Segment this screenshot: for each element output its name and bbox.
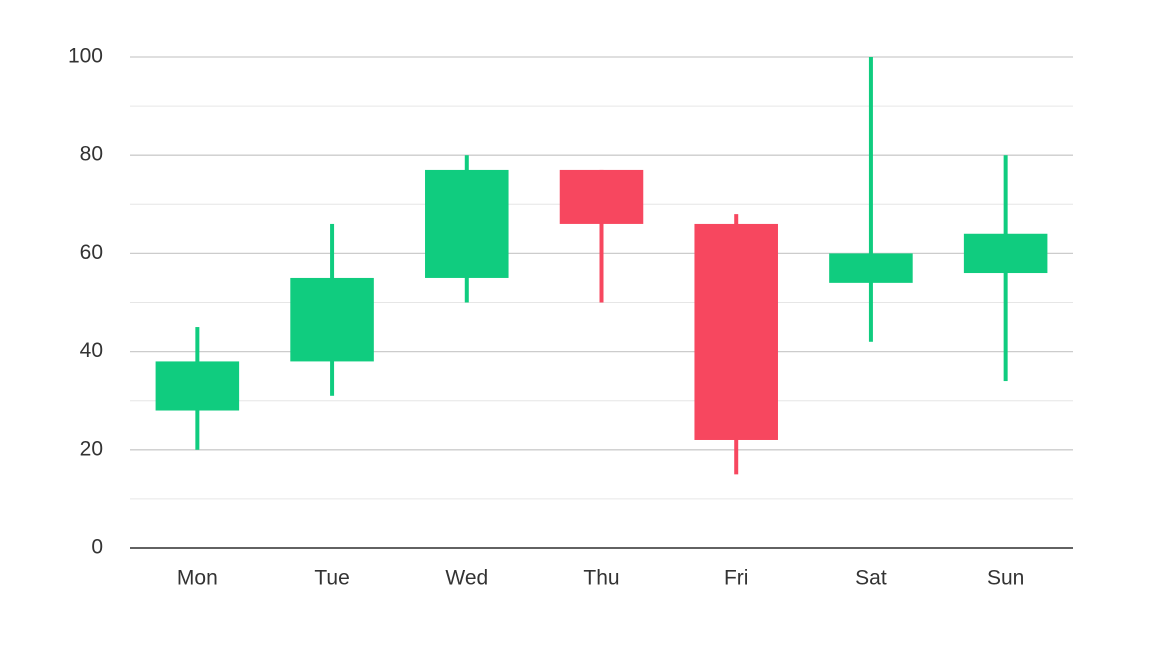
y-tick-label: 40 [80, 339, 103, 362]
y-tick-label: 100 [68, 45, 103, 68]
candle-body [425, 169, 509, 278]
x-tick-label: Wed [445, 567, 488, 590]
wick [868, 57, 873, 342]
y-tick-label: 0 [91, 536, 103, 559]
x-tick-label: Thu [583, 567, 619, 590]
x-tick-label: Fri [724, 567, 749, 590]
candle-body [963, 233, 1048, 274]
candle-body [559, 169, 644, 224]
candle-body [290, 277, 374, 362]
candle-body [694, 223, 778, 440]
y-tick-label: 60 [80, 241, 103, 264]
x-tick-label: Mon [177, 567, 218, 590]
x-tick-label: Tue [314, 567, 349, 590]
x-tick-label: Sat [855, 567, 887, 590]
y-tick-label: 80 [80, 143, 103, 166]
wick [599, 169, 604, 303]
candle-body [829, 253, 913, 283]
x-tick-label: Sun [987, 567, 1024, 590]
y-tick-label: 20 [80, 437, 103, 460]
candle-body [155, 361, 240, 411]
